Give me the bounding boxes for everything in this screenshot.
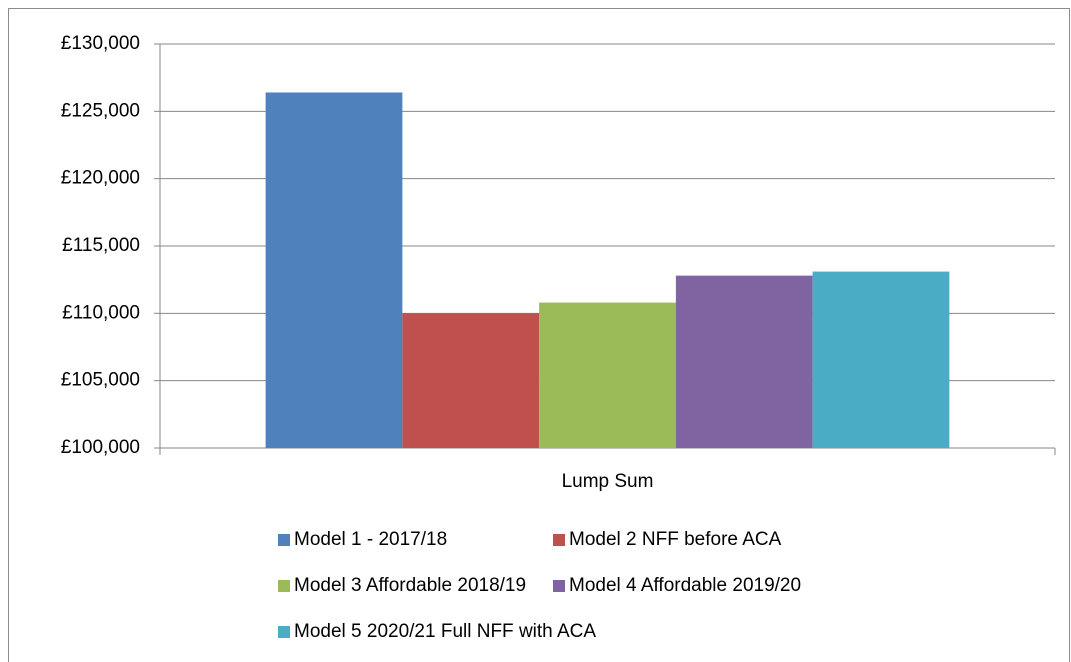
legend-label: Model 4 Affordable 2019/20 — [569, 575, 801, 596]
legend-swatch — [553, 580, 565, 592]
legend-label: Model 3 Affordable 2018/19 — [294, 575, 526, 596]
legend-label: Model 1 - 2017/18 — [294, 529, 447, 550]
bar — [539, 302, 676, 448]
chart-frame — [8, 8, 1070, 662]
legend-swatch — [278, 580, 290, 592]
x-tick-label: Lump Sum — [562, 471, 654, 492]
y-tick-label: £105,000 — [61, 370, 140, 391]
legend-swatch — [553, 534, 565, 546]
y-tick-label: £125,000 — [61, 100, 140, 121]
y-tick-label: £130,000 — [61, 33, 140, 54]
bar — [812, 271, 950, 448]
bar — [402, 313, 540, 448]
legend-label: Model 2 NFF before ACA — [569, 529, 782, 550]
bar — [675, 275, 813, 448]
y-tick-label: £110,000 — [62, 302, 140, 323]
legend-label: Model 5 2020/21 Full NFF with ACA — [294, 621, 596, 642]
legend-swatch — [278, 626, 290, 638]
bar — [265, 92, 403, 448]
legend-swatch — [278, 534, 290, 546]
y-tick-label: £100,000 — [61, 437, 140, 458]
y-tick-label: £120,000 — [61, 168, 140, 189]
y-tick-label: £115,000 — [62, 235, 140, 256]
